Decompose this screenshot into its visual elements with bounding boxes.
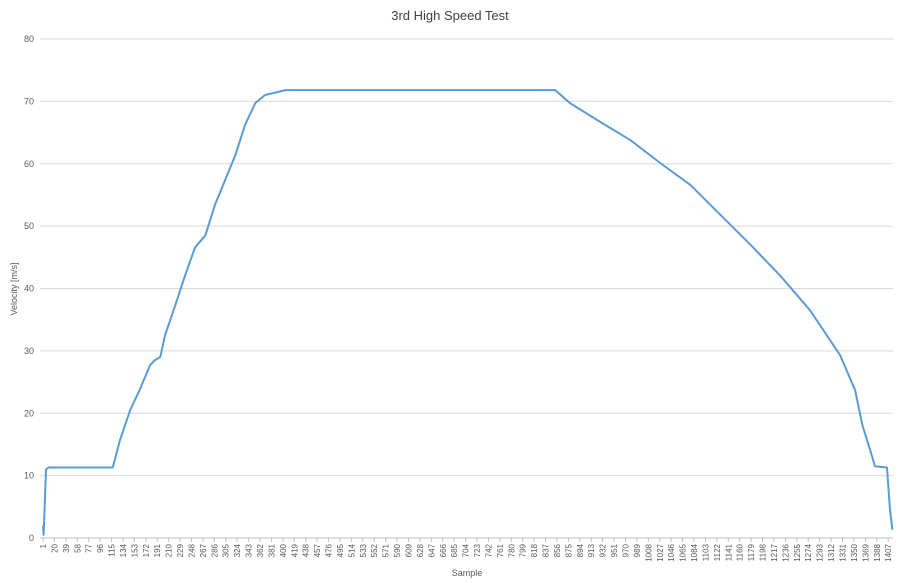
x-tick-label: 381 bbox=[267, 543, 276, 557]
x-tick-label: 229 bbox=[176, 543, 185, 557]
x-tick-label: 1312 bbox=[827, 543, 836, 561]
x-tick-label: 723 bbox=[473, 543, 482, 557]
x-tick-label: 305 bbox=[222, 543, 231, 557]
x-tick-label: 571 bbox=[382, 543, 391, 557]
x-tick-label: 704 bbox=[462, 543, 471, 557]
x-tick-label: 1160 bbox=[736, 543, 745, 561]
x-tick-label: 932 bbox=[599, 543, 608, 557]
y-tick-label: 20 bbox=[24, 408, 34, 418]
x-tick-label: 1331 bbox=[839, 543, 848, 561]
x-tick-label: 343 bbox=[245, 543, 254, 557]
y-tick-label: 80 bbox=[24, 34, 34, 44]
x-tick-label: 837 bbox=[542, 543, 551, 557]
x-tick-label: 856 bbox=[553, 543, 562, 557]
x-tick-label: 286 bbox=[210, 543, 219, 557]
y-tick-label: 60 bbox=[24, 159, 34, 169]
x-tick-label: 590 bbox=[393, 543, 402, 557]
x-tick-label: 628 bbox=[416, 543, 425, 557]
x-tick-label: 153 bbox=[130, 543, 139, 557]
x-tick-label: 666 bbox=[439, 543, 448, 557]
y-tick-label: 40 bbox=[24, 284, 34, 294]
x-tick-label: 20 bbox=[50, 543, 59, 552]
x-tick-label: 742 bbox=[484, 543, 493, 557]
x-tick-label: 685 bbox=[450, 543, 459, 557]
y-tick-label: 0 bbox=[29, 533, 34, 543]
x-tick-label: 457 bbox=[313, 543, 322, 557]
x-tick-label: 780 bbox=[507, 543, 516, 557]
chart-title: 3rd High Speed Test bbox=[391, 8, 509, 23]
x-tick-label: 1141 bbox=[724, 543, 733, 561]
x-tick-label: 894 bbox=[576, 543, 585, 557]
x-tick-label: 989 bbox=[633, 543, 642, 557]
x-tick-label: 1 bbox=[39, 543, 48, 548]
x-tick-label: 1027 bbox=[656, 543, 665, 561]
x-tick-label: 533 bbox=[359, 543, 368, 557]
x-tick-label: 552 bbox=[370, 543, 379, 557]
x-tick-label: 362 bbox=[256, 543, 265, 557]
x-tick-label: 1236 bbox=[781, 543, 790, 561]
x-tick-label: 267 bbox=[199, 543, 208, 557]
x-tick-label: 761 bbox=[496, 543, 505, 557]
line-series bbox=[42, 89, 894, 536]
x-tick-label: 210 bbox=[165, 543, 174, 557]
x-tick-label: 818 bbox=[530, 543, 539, 557]
x-tick-label: 134 bbox=[119, 543, 128, 557]
x-tick-label: 172 bbox=[142, 543, 151, 557]
x-tick-label: 324 bbox=[233, 543, 242, 557]
x-tick-label: 39 bbox=[62, 543, 71, 552]
x-tick-label: 476 bbox=[325, 543, 334, 557]
x-tick-label: 1350 bbox=[850, 543, 859, 561]
x-tick-label: 1065 bbox=[679, 543, 688, 561]
x-tick-label: 77 bbox=[85, 543, 94, 552]
x-tick-label: 1179 bbox=[747, 543, 756, 561]
y-axis-title: Velocity [m/s] bbox=[9, 262, 19, 315]
x-tick-label: 1255 bbox=[793, 543, 802, 561]
x-tick-label: 115 bbox=[108, 543, 117, 556]
x-tick-label: 1407 bbox=[884, 543, 893, 561]
x-tick-label: 913 bbox=[587, 543, 596, 557]
x-tick-label: 1008 bbox=[644, 543, 653, 561]
y-tick-label: 30 bbox=[24, 346, 34, 356]
x-tick-label: 96 bbox=[96, 543, 105, 552]
x-tick-label: 1293 bbox=[816, 543, 825, 561]
x-tick-label: 647 bbox=[427, 543, 436, 557]
y-tick-label: 70 bbox=[24, 96, 34, 106]
x-tick-label: 1084 bbox=[690, 543, 699, 561]
x-tick-label: 248 bbox=[187, 543, 196, 557]
y-tick-label: 10 bbox=[24, 471, 34, 481]
x-tick-label: 609 bbox=[404, 543, 413, 557]
x-tick-label: 875 bbox=[564, 543, 573, 557]
x-tick-label: 1046 bbox=[667, 543, 676, 561]
x-tick-label: 514 bbox=[347, 543, 356, 557]
x-tick-label: 1388 bbox=[873, 543, 882, 561]
x-tick-label: 495 bbox=[336, 543, 345, 557]
x-tick-label: 1369 bbox=[861, 543, 870, 561]
x-tick-label: 799 bbox=[519, 543, 528, 557]
y-tick-label: 50 bbox=[24, 221, 34, 231]
x-axis-title: Sample bbox=[452, 568, 483, 578]
x-tick-label: 400 bbox=[279, 543, 288, 557]
x-tick-label: 970 bbox=[621, 543, 630, 557]
x-tick-label: 58 bbox=[73, 543, 82, 552]
x-tick-label: 1198 bbox=[759, 543, 768, 561]
x-tick-label: 951 bbox=[610, 543, 619, 557]
x-tick-label: 191 bbox=[153, 543, 162, 557]
x-tick-label: 1103 bbox=[701, 543, 710, 561]
x-tick-label: 438 bbox=[302, 543, 311, 557]
x-tick-label: 419 bbox=[290, 543, 299, 557]
x-tick-label: 1274 bbox=[804, 543, 813, 561]
x-tick-label: 1217 bbox=[770, 543, 779, 561]
x-tick-label: 1122 bbox=[713, 543, 722, 561]
